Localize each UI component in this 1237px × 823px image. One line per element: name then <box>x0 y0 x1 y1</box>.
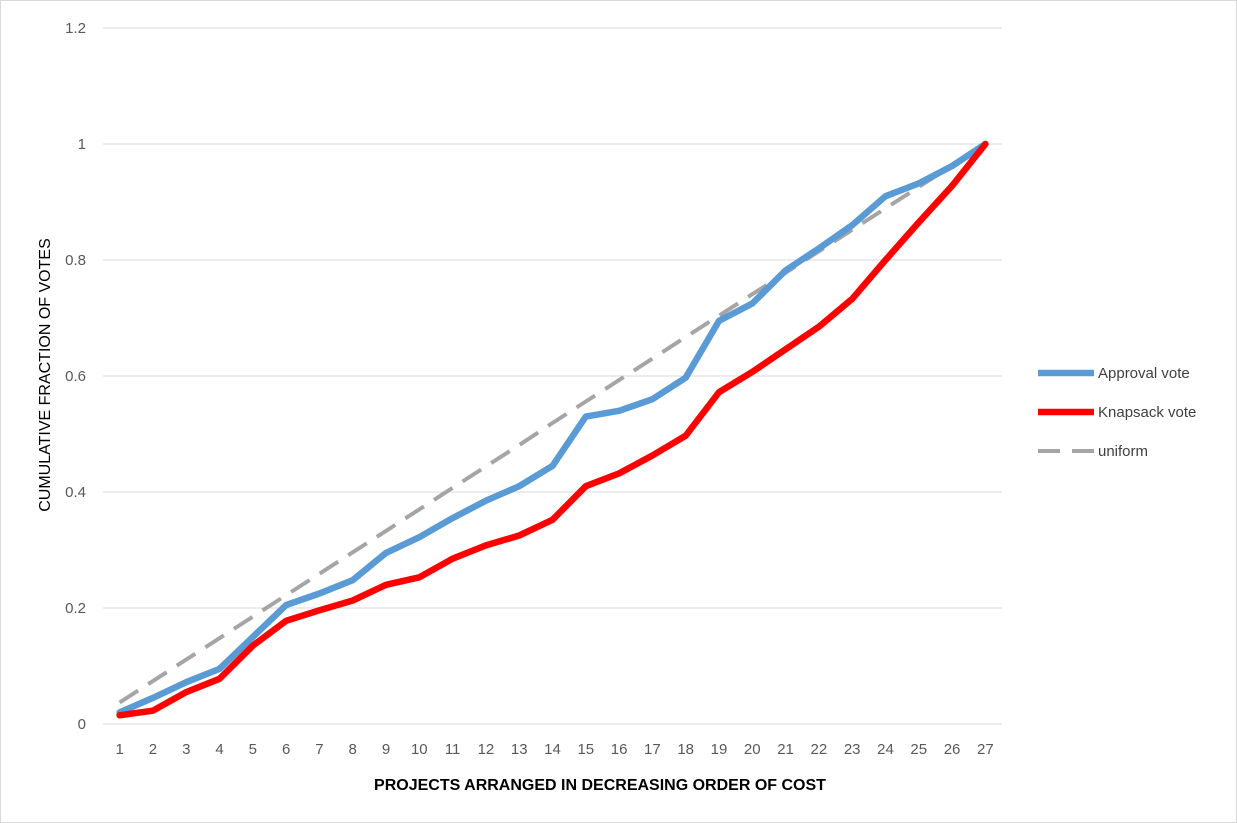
x-tick-label: 22 <box>811 741 828 758</box>
y-tick-label: 0.2 <box>65 600 86 617</box>
x-tick-label: 6 <box>282 741 290 758</box>
x-tick-label: 27 <box>977 741 994 758</box>
y-tick-label: 1 <box>78 136 86 153</box>
x-tick-label: 19 <box>711 741 728 758</box>
y-tick-label: 0.4 <box>65 484 86 501</box>
x-tick-label: 1 <box>115 741 123 758</box>
x-tick-label: 13 <box>511 741 528 758</box>
x-tick-label: 7 <box>315 741 323 758</box>
x-tick-label: 8 <box>349 741 357 758</box>
x-tick-label: 3 <box>182 741 190 758</box>
x-tick-label: 10 <box>411 741 428 758</box>
y-axis-ticks: 0 0.2 0.4 0.6 0.8 1 1.2 <box>65 20 86 733</box>
x-tick-label: 17 <box>644 741 661 758</box>
legend-label: Knapsack vote <box>1098 404 1196 421</box>
legend-label: uniform <box>1098 443 1148 460</box>
x-tick-label: 25 <box>910 741 927 758</box>
x-axis-ticks: 1 2 3 4 5 6 7 8 9 10 11 12 13 14 15 16 17 18 19 20 21 22 23 24 2… <box>115 741 993 758</box>
x-tick-label: 11 <box>445 741 461 758</box>
series-lines <box>116 140 989 719</box>
x-tick-label: 18 <box>677 741 694 758</box>
y-tick-label: 0.6 <box>65 368 86 385</box>
legend: Approval vote Knapsack vote uniform <box>1038 365 1196 460</box>
y-tick-label: 0 <box>78 716 86 733</box>
series-line-uniform <box>118 142 987 705</box>
x-axis-title: PROJECTS ARRANGED IN DECREASING ORDER OF… <box>374 777 826 794</box>
y-tick-label: 0.8 <box>65 252 86 269</box>
y-tick-label: 1.2 <box>65 20 86 37</box>
series-line-knapsack-vote <box>116 140 989 719</box>
x-tick-label: 21 <box>777 741 794 758</box>
x-tick-label: 26 <box>944 741 961 758</box>
legend-label: Approval vote <box>1098 365 1190 382</box>
x-tick-label: 5 <box>249 741 257 758</box>
y-axis-title: CUMULATIVE FRACTION OF VOTES <box>37 238 54 512</box>
x-tick-label: 12 <box>478 741 495 758</box>
x-tick-label: 24 <box>877 741 894 758</box>
x-tick-label: 16 <box>611 741 628 758</box>
series-line-approval-vote <box>116 140 989 716</box>
x-tick-label: 15 <box>577 741 594 758</box>
x-tick-label: 2 <box>149 741 157 758</box>
gridlines <box>103 27 1002 725</box>
x-tick-label: 20 <box>744 741 761 758</box>
x-tick-label: 4 <box>215 741 223 758</box>
x-tick-label: 23 <box>844 741 861 758</box>
x-tick-label: 9 <box>382 741 390 758</box>
x-tick-label: 14 <box>544 741 561 758</box>
